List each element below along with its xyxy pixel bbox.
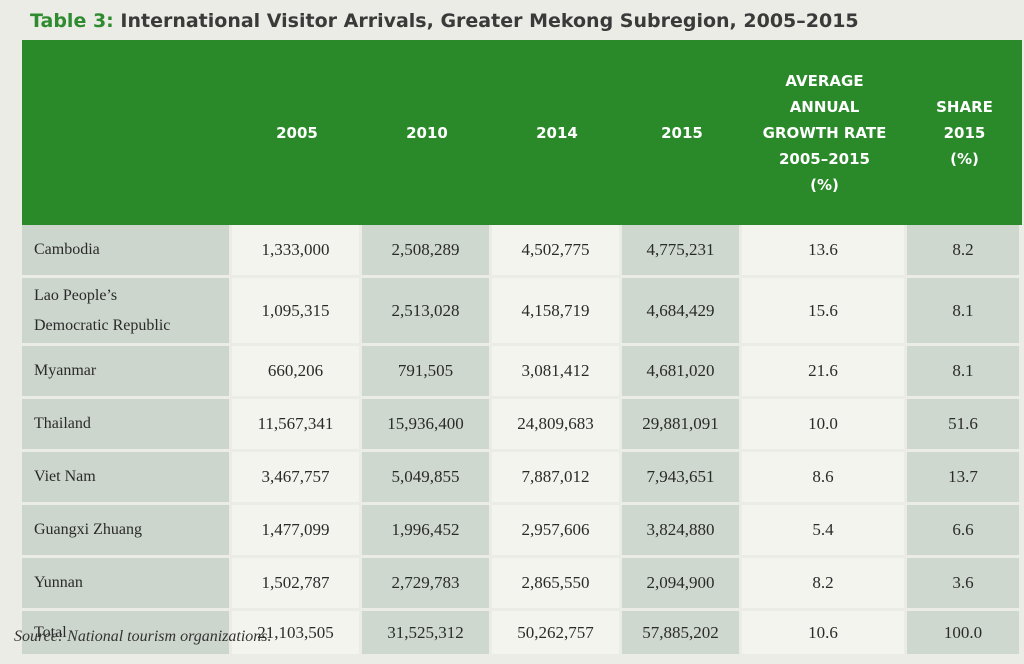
header-2010: 2010 <box>362 40 492 225</box>
country-cell: Total <box>22 611 232 657</box>
country-name: Thailand <box>34 415 91 432</box>
country-name: Lao People’s <box>34 286 118 304</box>
cell-2010: 2,729,783 <box>362 558 492 611</box>
country-cell: Lao People’s Democratic Republic <box>22 278 232 346</box>
country-name: Viet Nam <box>34 468 96 485</box>
cell-2014: 2,865,550 <box>492 558 622 611</box>
country-cell: Myanmar <box>22 346 232 399</box>
cell-2014: 4,502,775 <box>492 225 622 278</box>
cell-2015: 57,885,202 <box>622 611 742 657</box>
header-growth-rate: AVERAGE ANNUAL GROWTH RATE 2005–2015 (%) <box>742 40 907 225</box>
cell-2014: 2,957,606 <box>492 505 622 558</box>
table-row: Cambodia 1,333,000 2,508,289 4,502,775 4… <box>22 225 1022 278</box>
cell-share: 8.1 <box>907 278 1022 346</box>
country-cell: Viet Nam <box>22 452 232 505</box>
table-row: Myanmar 660,206 791,505 3,081,412 4,681,… <box>22 346 1022 399</box>
cell-share: 13.7 <box>907 452 1022 505</box>
cell-share: 100.0 <box>907 611 1022 657</box>
visitor-arrivals-table: 2005 2010 2014 2015 AVERAGE ANNUAL GROWT… <box>22 40 1022 657</box>
cell-2005: 1,502,787 <box>232 558 362 611</box>
table-number: Table 3: <box>30 10 114 32</box>
cell-growth-rate: 10.0 <box>742 399 907 452</box>
country-cell: Thailand <box>22 399 232 452</box>
cell-growth-rate: 21.6 <box>742 346 907 399</box>
country-cell: Cambodia <box>22 225 232 278</box>
header-2014: 2014 <box>492 40 622 225</box>
country-name: Yunnan <box>34 574 83 591</box>
cell-2015: 29,881,091 <box>622 399 742 452</box>
cell-2010: 15,936,400 <box>362 399 492 452</box>
table-body: Cambodia 1,333,000 2,508,289 4,502,775 4… <box>22 225 1022 657</box>
header-share-line: SHARE <box>936 97 993 116</box>
cell-2014: 24,809,683 <box>492 399 622 452</box>
cell-2005: 1,095,315 <box>232 278 362 346</box>
cell-2005: 1,333,000 <box>232 225 362 278</box>
table-row: Viet Nam 3,467,757 5,049,855 7,887,012 7… <box>22 452 1022 505</box>
country-name-line2: Democratic Republic <box>34 316 171 334</box>
cell-2015: 2,094,900 <box>622 558 742 611</box>
country-cell: Yunnan <box>22 558 232 611</box>
cell-2010: 31,525,312 <box>362 611 492 657</box>
cell-2010: 1,996,452 <box>362 505 492 558</box>
cell-2010: 791,505 <box>362 346 492 399</box>
header-row: 2005 2010 2014 2015 AVERAGE ANNUAL GROWT… <box>22 40 1022 225</box>
table-row: Guangxi Zhuang 1,477,099 1,996,452 2,957… <box>22 505 1022 558</box>
cell-2015: 3,824,880 <box>622 505 742 558</box>
cell-growth-rate: 10.6 <box>742 611 907 657</box>
table-title-text: International Visitor Arrivals, Greater … <box>120 10 859 32</box>
source-note: Source: National tourism organizations. <box>14 628 272 645</box>
header-growth-line: AVERAGE <box>785 71 864 90</box>
header-country <box>22 40 232 225</box>
table-row: Yunnan 1,502,787 2,729,783 2,865,550 2,0… <box>22 558 1022 611</box>
cell-2005: 21,103,505 <box>232 611 362 657</box>
cell-growth-rate: 5.4 <box>742 505 907 558</box>
cell-share: 8.1 <box>907 346 1022 399</box>
cell-2014: 3,081,412 <box>492 346 622 399</box>
table-row: Lao People’s Democratic Republic 1,095,3… <box>22 278 1022 346</box>
total-label: Total <box>34 623 67 641</box>
cell-2015: 4,684,429 <box>622 278 742 346</box>
cell-share: 6.6 <box>907 505 1022 558</box>
table-title: Table 3: International Visitor Arrivals,… <box>30 10 859 32</box>
cell-2014: 7,887,012 <box>492 452 622 505</box>
header-growth-line: 2005–2015 <box>779 149 870 168</box>
cell-2010: 2,513,028 <box>362 278 492 346</box>
header-2005: 2005 <box>232 40 362 225</box>
cell-2005: 3,467,757 <box>232 452 362 505</box>
cell-2010: 5,049,855 <box>362 452 492 505</box>
cell-2015: 4,681,020 <box>622 346 742 399</box>
header-2015: 2015 <box>622 40 742 225</box>
header-growth-line: GROWTH RATE <box>762 123 887 142</box>
table-header: 2005 2010 2014 2015 AVERAGE ANNUAL GROWT… <box>22 40 1022 225</box>
country-name: Cambodia <box>34 241 100 258</box>
header-growth-line: (%) <box>810 175 839 194</box>
header-share: SHARE 2015 (%) <box>907 40 1022 225</box>
country-cell: Guangxi Zhuang <box>22 505 232 558</box>
cell-2005: 11,567,341 <box>232 399 362 452</box>
cell-2005: 660,206 <box>232 346 362 399</box>
cell-2014: 50,262,757 <box>492 611 622 657</box>
header-growth-line: ANNUAL <box>789 97 860 116</box>
table-total-row: Total 21,103,505 31,525,312 50,262,757 5… <box>22 611 1022 657</box>
cell-share: 8.2 <box>907 225 1022 278</box>
country-name: Myanmar <box>34 362 97 379</box>
table-row: Thailand 11,567,341 15,936,400 24,809,68… <box>22 399 1022 452</box>
cell-share: 3.6 <box>907 558 1022 611</box>
cell-growth-rate: 13.6 <box>742 225 907 278</box>
cell-growth-rate: 8.6 <box>742 452 907 505</box>
cell-growth-rate: 15.6 <box>742 278 907 346</box>
cell-share: 51.6 <box>907 399 1022 452</box>
cell-growth-rate: 8.2 <box>742 558 907 611</box>
cell-2005: 1,477,099 <box>232 505 362 558</box>
cell-2015: 7,943,651 <box>622 452 742 505</box>
header-share-line: (%) <box>950 149 979 168</box>
header-share-line: 2015 <box>943 123 986 142</box>
cell-2010: 2,508,289 <box>362 225 492 278</box>
cell-2015: 4,775,231 <box>622 225 742 278</box>
cell-2014: 4,158,719 <box>492 278 622 346</box>
country-name: Guangxi Zhuang <box>34 521 142 538</box>
